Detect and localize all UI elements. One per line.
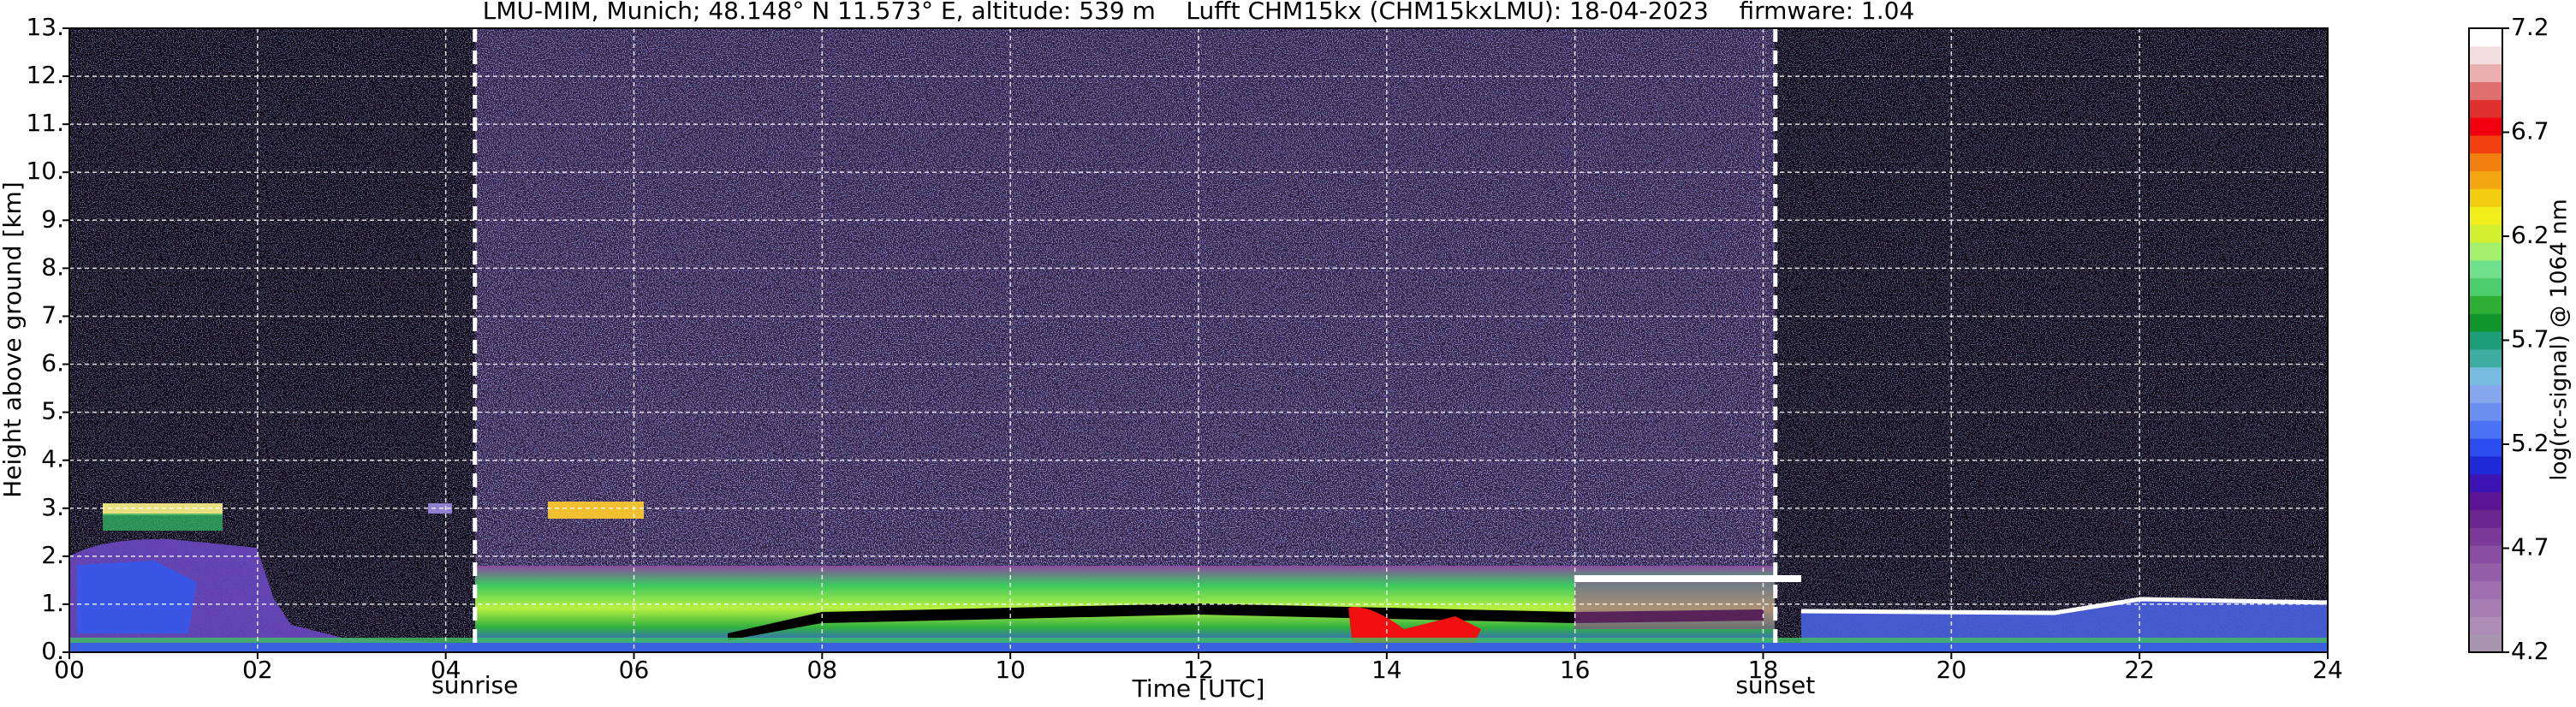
colorbar-band [2469, 45, 2502, 65]
colorbar-band [2469, 170, 2502, 189]
x-tick-label: 04 [431, 656, 461, 684]
plot-frame [68, 27, 2329, 653]
colorbar-band [2469, 384, 2502, 403]
colorbar-band [2469, 206, 2502, 225]
colorbar-band [2469, 331, 2502, 350]
y-tick-label: 3. [41, 493, 64, 521]
colorbar-band [2469, 634, 2502, 653]
x-tick-label: 12 [1183, 656, 1214, 684]
day-haze [475, 28, 1775, 652]
colorbar-tick-label: 4.7 [2511, 533, 2549, 561]
colorbar-band [2469, 134, 2502, 154]
colorbar-tick-label: 5.7 [2511, 325, 2549, 354]
x-tick-label: 02 [242, 656, 273, 684]
colorbar-tick-label: 6.2 [2511, 221, 2549, 249]
colorbar-tick-label: 5.2 [2511, 429, 2549, 457]
colorbar-band [2469, 117, 2502, 136]
colorbar-band [2469, 63, 2502, 82]
annotation-label: sunrise [431, 671, 518, 699]
colorbar-band [2469, 509, 2502, 528]
chart-title: LMU-MIM, Munich; 48.148° N 11.573° E, al… [483, 0, 1915, 25]
x-tick-label: 14 [1371, 656, 1402, 684]
y-tick-label: 9. [41, 205, 64, 233]
x-tick-label: 18 [1748, 656, 1779, 684]
aerosol-top [728, 603, 1764, 640]
colorbar-band [2469, 241, 2502, 261]
colorbar-band [2469, 313, 2502, 332]
y-tick-label: 6. [41, 349, 64, 377]
x-tick-label: 20 [1936, 656, 1967, 684]
cloud [548, 502, 644, 519]
colorbar-band [2469, 277, 2502, 296]
x-tick-label: 22 [2124, 656, 2155, 684]
x-tick-label: 10 [995, 656, 1026, 684]
y-tick-label: 1. [41, 589, 64, 617]
colorbar-band [2469, 366, 2502, 386]
cloud [103, 514, 223, 531]
y-tick-label: 10. [26, 157, 64, 185]
y-tick-label: 12. [26, 61, 64, 89]
colorbar-band [2469, 224, 2502, 243]
strong-signal [1348, 607, 1481, 647]
y-tick-label: 0. [41, 637, 64, 665]
night-layer-top [1800, 597, 2329, 615]
annotation-label: sunset [1735, 671, 1815, 699]
x-tick-label: 16 [1560, 656, 1591, 684]
colorbar-band [2469, 420, 2502, 439]
colorbar-tick-label: 4.2 [2511, 637, 2549, 665]
colorbar-label: log(rc-signal) @ 1064 nm [2547, 199, 2573, 480]
y-tick-label: 5. [41, 397, 64, 425]
y-tick-label: 13. [26, 13, 64, 41]
layer-top [1574, 575, 1801, 582]
colorbar-band [2469, 259, 2502, 279]
cloud [103, 503, 223, 515]
colorbar-band [2469, 402, 2502, 421]
colorbar-band [2469, 455, 2502, 475]
noise-day [475, 28, 1775, 652]
colorbar-band [2469, 616, 2502, 635]
x-axis-label: Time [UTC] [1132, 674, 1265, 703]
colorbar-band [2469, 152, 2502, 172]
y-tick-label: 7. [41, 300, 64, 329]
colorbar-band [2469, 473, 2502, 493]
colorbar-tick-label: 6.7 [2511, 117, 2549, 146]
colorbar-band [2469, 295, 2502, 314]
colorbar-band [2469, 491, 2502, 510]
y-tick-label: 4. [41, 445, 64, 473]
colorbar-band [2469, 348, 2502, 368]
colorbar-band [2469, 562, 2502, 582]
colorbar-band [2469, 99, 2502, 118]
colorbar-band [2469, 545, 2502, 564]
y-tick-label: 2. [41, 541, 64, 569]
colorbar-tick-label: 7.2 [2511, 13, 2549, 41]
night-aerosol-core [77, 561, 197, 633]
y-tick-label: 8. [41, 253, 64, 281]
x-tick-label: 00 [54, 656, 85, 684]
colorbar-band [2469, 580, 2502, 600]
colorbar-band [2469, 188, 2502, 207]
y-tick-label: 11. [26, 109, 64, 137]
x-tick-label: 24 [2312, 656, 2343, 684]
colorbar-band [2469, 438, 2502, 457]
colorbar-band [2469, 527, 2502, 546]
x-tick-label: 06 [619, 656, 650, 684]
x-tick-label: 08 [807, 656, 838, 684]
y-axis-label: Height above ground [km] [0, 181, 27, 498]
colorbar-band [2469, 598, 2502, 617]
residual-layer [1574, 582, 1775, 629]
colorbar-band [2469, 81, 2502, 100]
colorbar-band [2469, 28, 2502, 47]
